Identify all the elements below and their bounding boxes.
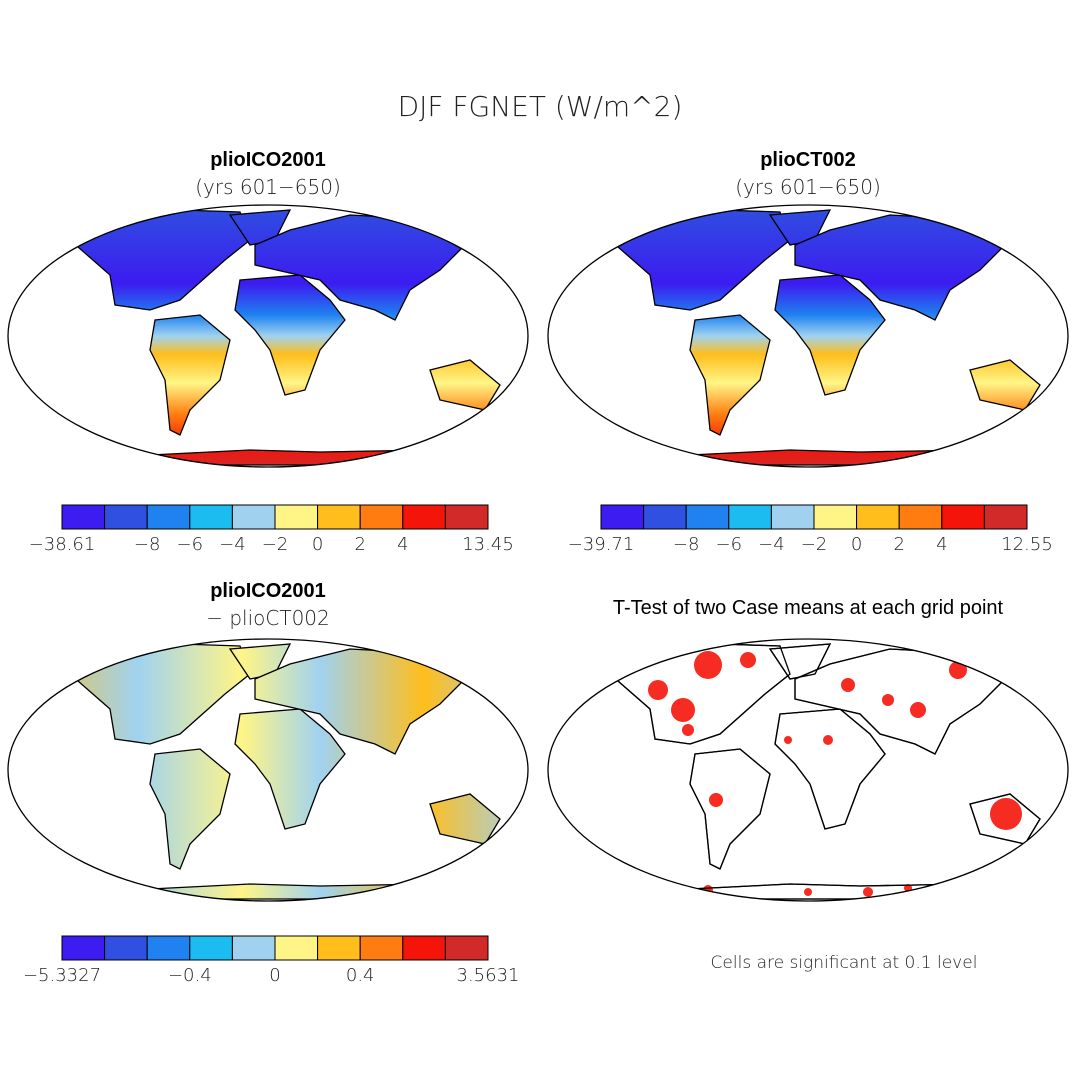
colorbar-swatch: [444, 935, 489, 961]
map-clip: [59, 209, 501, 466]
colorbar-label: 0: [312, 534, 323, 555]
significant-cells: [949, 661, 967, 679]
land: [59, 209, 501, 466]
colorbar-swatch: [444, 504, 489, 530]
colorbar-label: −5.3327: [23, 965, 101, 986]
colorbar-swatch: [61, 935, 106, 961]
significant-cells: [863, 887, 873, 897]
significant-cells: [740, 652, 756, 668]
significant-cells: [990, 798, 1022, 830]
colorbar-label: −8: [673, 534, 700, 555]
significant-cells: [910, 702, 926, 718]
colorbar-label: 13.45: [462, 534, 514, 555]
land: [59, 643, 501, 900]
map: [7, 638, 529, 902]
panel-title: T-Test of two Case means at each grid po…: [613, 597, 1004, 619]
map-border: [547, 638, 1069, 902]
colorbar-label: 0.4: [346, 965, 375, 986]
colorbar-swatch: [231, 935, 276, 961]
colorbar-swatch: [983, 504, 1028, 530]
colorbar-label: 4: [936, 534, 947, 555]
panel-note: Cells are significant at 0.1 level: [711, 953, 978, 973]
colorbar-label: 0: [269, 965, 280, 986]
colorbar-label: −6: [177, 534, 204, 555]
colorbar-label: −38.61: [29, 534, 96, 555]
colorbar-swatch: [600, 504, 645, 530]
significant-cells: [823, 735, 833, 745]
colorbar-label: 2: [893, 534, 904, 555]
map-border: [547, 204, 1069, 468]
panel-subtitle: (yrs 601−650): [735, 175, 881, 199]
colorbar-swatch: [643, 504, 687, 530]
colorbar-label: 12.55: [1001, 534, 1053, 555]
map-clip: [59, 643, 501, 900]
land: [599, 209, 1041, 466]
panel-title: plioICO2001: [210, 149, 326, 171]
map-border: [7, 638, 529, 902]
colorbar-swatch: [770, 504, 815, 530]
colorbar-label: −6: [716, 534, 743, 555]
significant-cells: [841, 678, 855, 692]
colorbar-swatch: [61, 504, 106, 530]
colorbar-swatch: [189, 504, 233, 530]
panel-subtitle: − plioCT002: [206, 606, 330, 630]
colorbar-swatch: [813, 504, 858, 530]
colorbar-label: −4: [219, 534, 246, 555]
colorbar-swatch: [856, 504, 900, 530]
colorbar-swatch: [728, 504, 772, 530]
panel-subtitle: (yrs 601−650): [195, 175, 341, 199]
land: [599, 643, 1041, 900]
significant-cells: [804, 888, 812, 896]
colorbar-label: −0.4: [168, 965, 212, 986]
colorbar-swatch: [317, 935, 361, 961]
panel-title: plioCT002: [760, 149, 856, 171]
colorbar-swatch: [231, 504, 276, 530]
colorbar-swatch: [104, 504, 148, 530]
significant-cells: [648, 680, 668, 700]
colorbar-swatch: [274, 504, 319, 530]
colorbar-label: −8: [134, 534, 161, 555]
colorbar-label: −2: [262, 534, 289, 555]
map-border: [7, 204, 529, 468]
colorbar-label: −4: [758, 534, 785, 555]
significant-cells: [671, 698, 695, 722]
map-clip: [599, 643, 1041, 900]
colorbar-swatch: [402, 935, 446, 961]
colorbar-swatch: [317, 504, 361, 530]
colorbar-swatch: [898, 504, 943, 530]
map: [7, 204, 529, 468]
map: [547, 638, 1069, 902]
panel-title: plioICO2001: [210, 580, 326, 602]
colorbar-swatch: [189, 935, 233, 961]
colorbar-swatch: [359, 935, 404, 961]
significant-cells: [682, 724, 694, 736]
colorbar-label: 0: [851, 534, 862, 555]
significant-cells: [694, 651, 722, 679]
colorbar-swatch: [104, 935, 148, 961]
significant-cells: [882, 694, 894, 706]
colorbar-label: −2: [801, 534, 828, 555]
figure-title: DJF FGNET (W/m^2): [398, 90, 683, 123]
colorbar-swatch: [274, 935, 319, 961]
colorbar-label: −39.71: [568, 534, 635, 555]
colorbar-label: 3.5631: [457, 965, 520, 986]
colorbar-label: 2: [354, 534, 365, 555]
colorbar-label: 4: [397, 534, 408, 555]
colorbar-swatch: [146, 935, 191, 961]
colorbar-swatch: [685, 504, 730, 530]
colorbar-swatch: [402, 504, 446, 530]
colorbar-swatch: [941, 504, 985, 530]
map: [547, 204, 1069, 468]
colorbar-swatch: [146, 504, 191, 530]
colorbar-swatch: [359, 504, 404, 530]
significant-cells: [709, 793, 723, 807]
significant-cells: [784, 736, 792, 744]
map-clip: [599, 209, 1041, 466]
